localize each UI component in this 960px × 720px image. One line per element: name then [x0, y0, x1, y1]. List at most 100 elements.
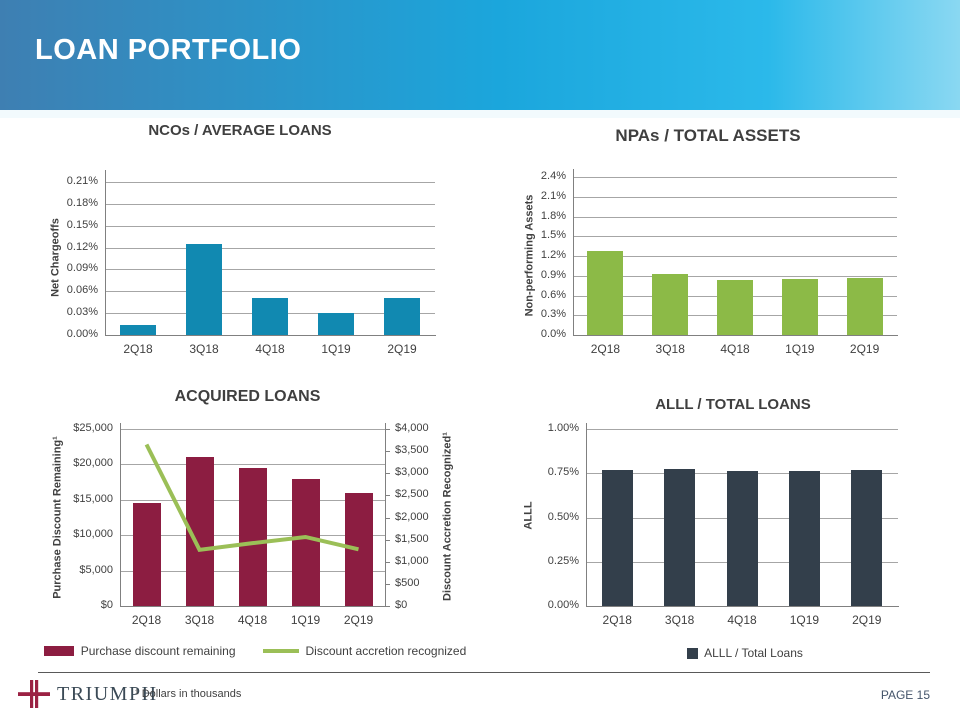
chart-title: ACQUIRED LOANS	[174, 388, 321, 405]
y-tick-label: $15,000	[73, 492, 113, 505]
y-tick-label-right: $2,000	[395, 510, 429, 523]
y-tick-label: $0	[100, 599, 113, 611]
bar-4Q18	[252, 297, 288, 335]
y-tick-label: 0.15%	[66, 218, 98, 231]
x-axis-line	[105, 335, 436, 336]
chart-plot-area: 0.00% 0.03% 0.06% 0.09% 0.12% 0.15% 0.18% 0.21%…	[40, 118, 460, 384]
x-tick-label: 4Q18	[255, 342, 285, 356]
legend-swatch-alll	[687, 647, 699, 659]
bar-3Q18	[664, 468, 696, 606]
bar-3Q18	[652, 274, 689, 335]
gridline	[573, 256, 897, 257]
x-tick-label: 2Q19	[343, 613, 374, 627]
y-tick-label: 0.03%	[66, 306, 98, 319]
y-tick-label: 0.00%	[66, 328, 98, 340]
chart-acquired-loans: ACQUIRED LOANS Purchase Discount Remaini…	[40, 386, 470, 682]
x-axis-line	[120, 606, 386, 607]
y-tick-label-right: $500	[395, 576, 420, 589]
y-tick-label-right: $3,500	[395, 444, 429, 457]
y-tick-label: 0.0%	[540, 328, 566, 340]
y-tick-label: 0.06%	[66, 284, 98, 297]
y-tick-label: 1.5%	[540, 229, 566, 242]
x-tick-label: 1Q19	[321, 342, 351, 356]
x-tick-label: 2Q19	[849, 342, 880, 356]
y-tick-label: $20,000	[73, 457, 113, 470]
chart-title: NCOs / AVERAGE LOANS	[148, 122, 332, 139]
chart-npas-total-assets: NPAs / TOTAL ASSETS Non-performing Asset…	[500, 118, 930, 384]
x-tick-label: 3Q18	[184, 613, 215, 627]
bar-2Q18	[120, 324, 156, 335]
y-tick-label: 0.9%	[540, 268, 566, 281]
x-tick-label: 3Q18	[189, 342, 219, 356]
gridline	[573, 275, 897, 277]
chart-plot-area: $0 $5,000 $10,000 $15,000 $20,000 $25,000 $0 $5…	[40, 386, 470, 682]
right-tick-mark	[385, 583, 390, 585]
legend-swatch-discount-accretion	[262, 649, 299, 653]
right-tick-mark	[385, 495, 390, 497]
chart-title: ALLL / TOTAL LOANS	[655, 396, 811, 413]
y-axis-line	[573, 169, 574, 335]
header-strip	[0, 110, 960, 118]
y-tick-label: 0.12%	[66, 240, 98, 253]
gridline	[573, 216, 897, 218]
footer-divider	[38, 672, 930, 673]
x-tick-label: 3Q18	[664, 613, 695, 627]
x-tick-label: 2Q18	[123, 342, 153, 356]
bar-1Q19	[781, 279, 818, 335]
bar-2Q18	[587, 251, 624, 335]
y-tick-label: 1.2%	[540, 249, 566, 261]
x-tick-label: 4Q18	[727, 613, 757, 627]
y-tick-label-right: $3,000	[395, 466, 429, 479]
bar-1Q19	[788, 470, 820, 606]
y-tick-label-right: $1,500	[395, 532, 429, 545]
right-tick-mark	[385, 539, 390, 541]
y-axis-line	[120, 423, 121, 606]
bar-4Q18	[238, 467, 267, 606]
chart-plot-area: 0.0% 0.3% 0.6% 0.9% 1.2% 1.5% 1.8% 2.1% 2.4% 2Q18…	[500, 118, 930, 384]
y-tick-label: 1.8%	[540, 209, 566, 222]
right-tick-mark	[385, 429, 390, 430]
gridline	[105, 225, 435, 227]
y-tick-label: $5,000	[79, 563, 113, 576]
bar-2Q18	[601, 469, 633, 606]
gridline	[105, 247, 435, 249]
x-tick-label: 1Q19	[290, 613, 321, 627]
x-tick-label: 2Q18	[131, 613, 162, 627]
y-tick-label: 0.75%	[547, 466, 579, 479]
triumph-logo: TRIUMPH	[18, 680, 158, 708]
gridline	[120, 429, 385, 430]
bar-1Q19	[318, 313, 354, 335]
gridline	[105, 291, 435, 293]
y-tick-label-right: $2,500	[395, 488, 429, 501]
legend-label: Purchase discount remaining	[80, 644, 236, 658]
bar-2Q19	[846, 278, 883, 335]
x-axis-line	[586, 606, 899, 607]
x-tick-label: 2Q19	[387, 342, 417, 356]
y-tick-label-right: $0	[395, 599, 408, 611]
x-tick-label: 2Q19	[852, 613, 882, 627]
chart-legend: ALLL / Total Loans	[530, 646, 960, 660]
y-tick-label: 0.50%	[547, 510, 579, 523]
x-tick-label: 1Q19	[789, 613, 820, 627]
gridline	[586, 429, 898, 430]
y-tick-label: 0.3%	[540, 308, 566, 321]
chart-alll-total-loans: ALLL / TOTAL LOANS ALLL 0.00% 0.25% 0.50% 0…	[500, 386, 930, 682]
page-title: LOAN PORTFOLIO	[35, 34, 302, 66]
y-axis-line	[105, 170, 106, 335]
bar-2Q18	[132, 502, 161, 606]
bar-4Q18	[717, 280, 753, 335]
right-tick-mark	[385, 561, 390, 563]
right-tick-mark	[385, 473, 390, 475]
header-banner: LOAN PORTFOLIO	[0, 0, 960, 110]
right-axis-line	[385, 423, 386, 606]
y-tick-label: 0.25%	[547, 554, 579, 567]
bar-2Q19	[851, 469, 883, 606]
gridline	[105, 182, 435, 183]
triumph-cross-icon	[18, 680, 50, 708]
chart-legend: Purchase discount remaining Discount acc…	[40, 644, 470, 658]
gridline	[573, 177, 897, 178]
right-tick-mark	[385, 451, 390, 453]
legend-swatch-purchase-discount	[43, 646, 74, 656]
bar-3Q18	[186, 243, 222, 335]
